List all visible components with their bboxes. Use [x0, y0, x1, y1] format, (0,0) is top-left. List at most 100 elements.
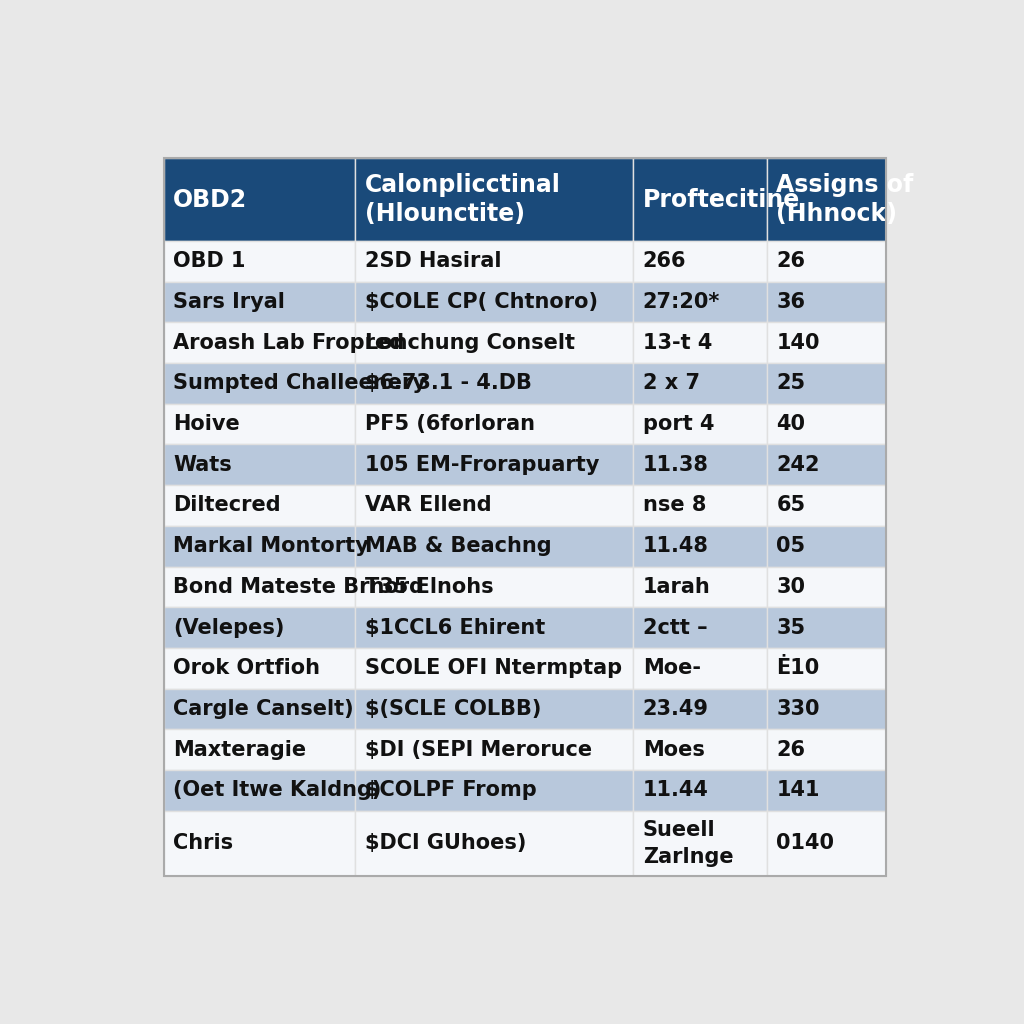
Bar: [767, 485, 886, 525]
Bar: [767, 770, 886, 811]
Text: $(SCLE COLBB): $(SCLE COLBB): [365, 699, 541, 719]
Bar: [633, 403, 767, 444]
Bar: [355, 159, 633, 241]
Bar: [767, 362, 886, 403]
Text: $COLE CP( Chtnoro): $COLE CP( Chtnoro): [365, 292, 598, 312]
Bar: [633, 729, 767, 770]
Text: T35 Elnohs: T35 Elnohs: [365, 577, 494, 597]
Bar: [355, 770, 633, 811]
Bar: [633, 648, 767, 688]
Bar: [164, 403, 355, 444]
Text: Moes: Moes: [643, 739, 705, 760]
Bar: [164, 607, 355, 648]
Text: 25: 25: [776, 374, 806, 393]
Bar: [355, 362, 633, 403]
Bar: [767, 241, 886, 282]
Bar: [355, 485, 633, 525]
Text: 2SD Hasiral: 2SD Hasiral: [365, 251, 501, 271]
Text: (Oet Itwe Kaldng): (Oet Itwe Kaldng): [173, 780, 382, 801]
Bar: [355, 444, 633, 485]
Bar: [633, 159, 767, 241]
Bar: [355, 282, 633, 323]
Text: Hoive: Hoive: [173, 414, 240, 434]
Text: OBD 1: OBD 1: [173, 251, 246, 271]
Text: Sars Iryal: Sars Iryal: [173, 292, 285, 312]
Text: 242: 242: [776, 455, 820, 475]
Bar: [633, 282, 767, 323]
Text: $COLPF Fromp: $COLPF Fromp: [365, 780, 537, 801]
Text: Ė10: Ė10: [776, 658, 819, 678]
Bar: [767, 648, 886, 688]
Text: Markal Montorty: Markal Montorty: [173, 537, 369, 556]
Bar: [164, 648, 355, 688]
Text: 65: 65: [776, 496, 806, 515]
Bar: [767, 159, 886, 241]
Text: 2 x 7: 2 x 7: [643, 374, 699, 393]
Text: VAR Ellend: VAR Ellend: [365, 496, 492, 515]
Bar: [633, 811, 767, 876]
Bar: [164, 770, 355, 811]
Bar: [164, 688, 355, 729]
Bar: [767, 688, 886, 729]
Text: Proftecitine: Proftecitine: [643, 187, 800, 212]
Text: 23.49: 23.49: [643, 699, 709, 719]
Text: PF5 (6forloran: PF5 (6forloran: [365, 414, 535, 434]
Bar: [355, 403, 633, 444]
Text: 35: 35: [776, 617, 806, 638]
Text: 40: 40: [776, 414, 805, 434]
Bar: [633, 444, 767, 485]
Text: $DI (SEPI Meroruce: $DI (SEPI Meroruce: [365, 739, 592, 760]
Bar: [633, 607, 767, 648]
Text: Chris: Chris: [173, 834, 233, 853]
Bar: [355, 648, 633, 688]
Text: Calonplicctinal
(Hlounctite): Calonplicctinal (Hlounctite): [365, 173, 560, 226]
Bar: [164, 566, 355, 607]
Bar: [767, 811, 886, 876]
Bar: [164, 811, 355, 876]
Bar: [767, 323, 886, 362]
Text: 141: 141: [776, 780, 820, 801]
Bar: [164, 241, 355, 282]
Bar: [633, 525, 767, 566]
Bar: [633, 770, 767, 811]
Text: (Velepes): (Velepes): [173, 617, 285, 638]
Bar: [355, 323, 633, 362]
Bar: [355, 566, 633, 607]
Text: 2ctt –: 2ctt –: [643, 617, 708, 638]
Bar: [767, 444, 886, 485]
Text: 11.44: 11.44: [643, 780, 709, 801]
Text: 36: 36: [776, 292, 805, 312]
Text: 1arah: 1arah: [643, 577, 711, 597]
Text: Lonchung Conselt: Lonchung Conselt: [365, 333, 574, 352]
Text: 11.48: 11.48: [643, 537, 709, 556]
Text: Diltecred: Diltecred: [173, 496, 281, 515]
Text: 266: 266: [643, 251, 686, 271]
Bar: [633, 323, 767, 362]
Text: Aroash Lab Fropred: Aroash Lab Fropred: [173, 333, 404, 352]
Text: OBD2: OBD2: [173, 187, 248, 212]
Text: Moe-: Moe-: [643, 658, 700, 678]
Text: 30: 30: [776, 577, 805, 597]
Text: 27:20*: 27:20*: [643, 292, 720, 312]
Bar: [164, 362, 355, 403]
Bar: [767, 729, 886, 770]
Text: 13-t 4: 13-t 4: [643, 333, 712, 352]
Text: SCOLE OFI Ntermptap: SCOLE OFI Ntermptap: [365, 658, 622, 678]
Bar: [164, 729, 355, 770]
Text: $6.73.1 - 4.DB: $6.73.1 - 4.DB: [365, 374, 531, 393]
Bar: [164, 159, 355, 241]
Text: Cargle Canselt): Cargle Canselt): [173, 699, 354, 719]
Text: Sueell
Zarlnge: Sueell Zarlnge: [643, 820, 733, 866]
Text: $1CCL6 Ehirent: $1CCL6 Ehirent: [365, 617, 545, 638]
Bar: [164, 444, 355, 485]
Bar: [633, 566, 767, 607]
Bar: [633, 362, 767, 403]
Text: MAB & Beachng: MAB & Beachng: [365, 537, 551, 556]
Text: 26: 26: [776, 739, 805, 760]
Bar: [355, 607, 633, 648]
Text: 330: 330: [776, 699, 820, 719]
Bar: [355, 688, 633, 729]
Text: Sumpted Challeenery: Sumpted Challeenery: [173, 374, 426, 393]
Text: 105 EM-Frorapuarty: 105 EM-Frorapuarty: [365, 455, 599, 475]
Text: Maxteragie: Maxteragie: [173, 739, 306, 760]
